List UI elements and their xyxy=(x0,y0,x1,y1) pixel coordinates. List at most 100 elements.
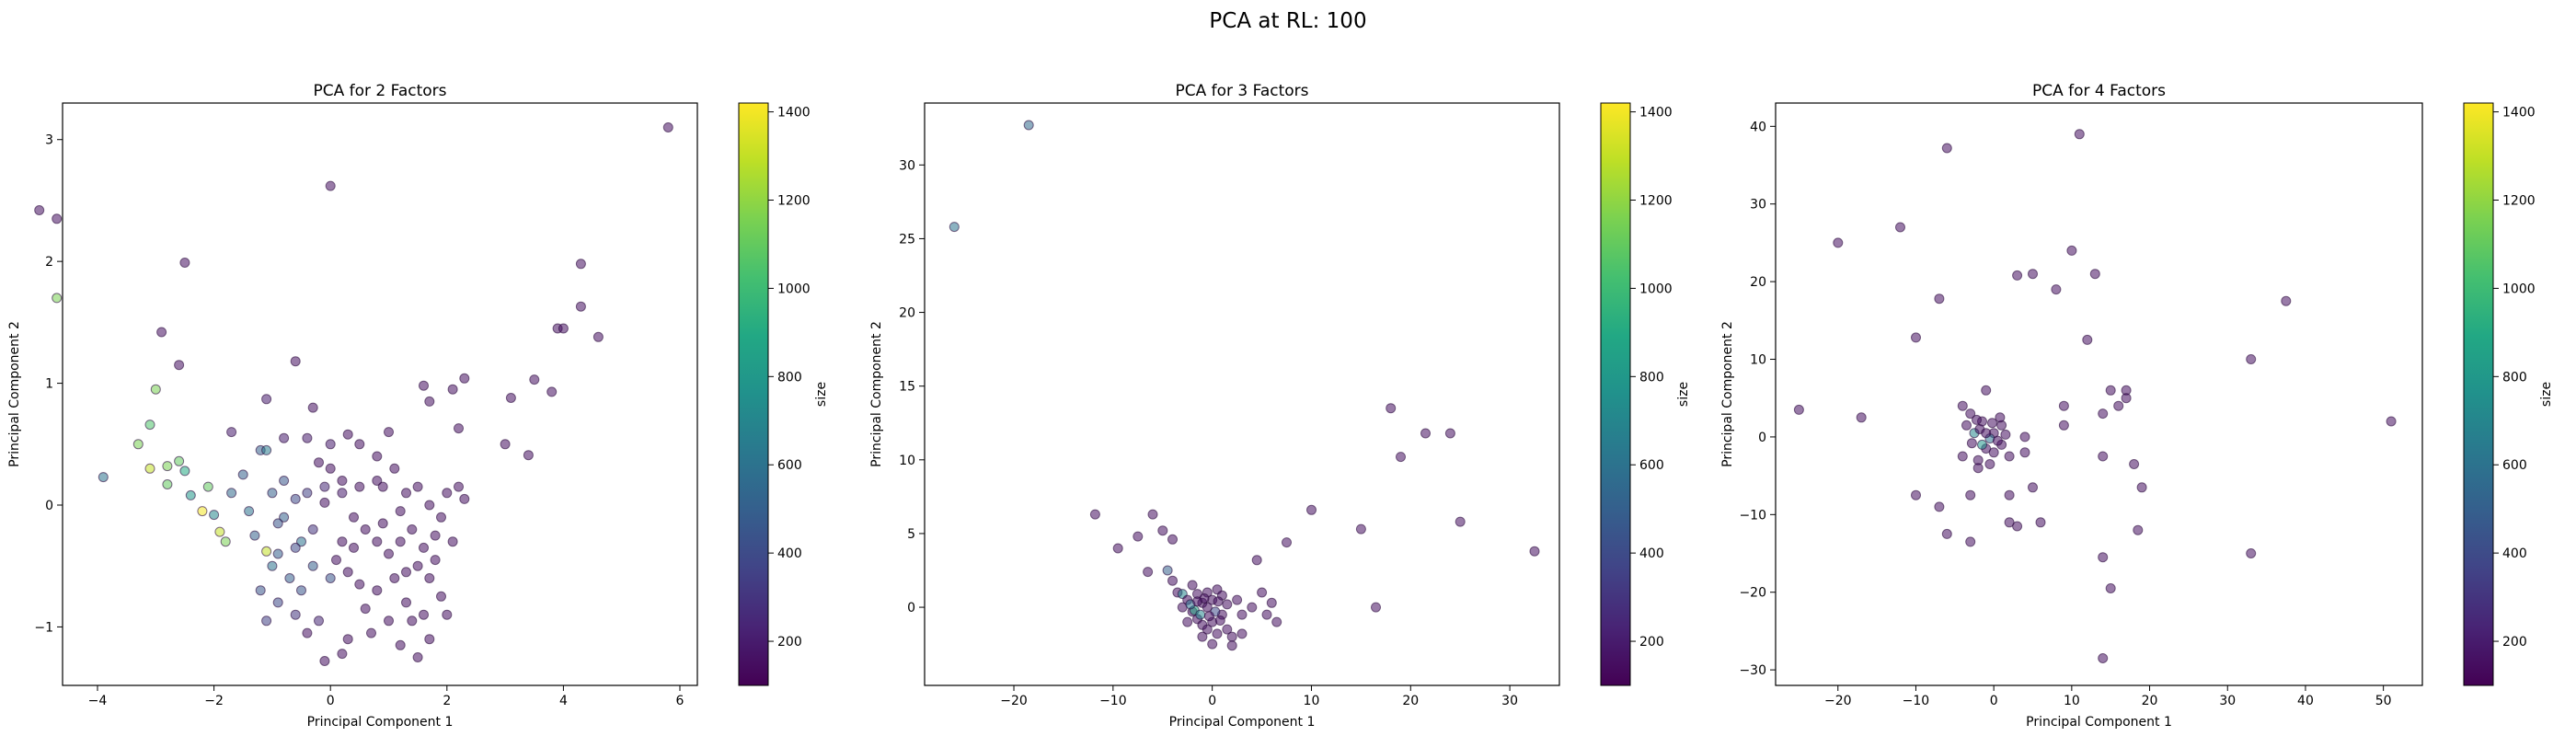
data-point xyxy=(2246,354,2257,364)
chart-title: PCA for 3 Factors xyxy=(1175,82,1308,100)
data-point xyxy=(407,524,418,535)
data-point xyxy=(319,656,330,666)
data-point xyxy=(150,384,161,395)
data-point xyxy=(1895,222,1905,233)
data-point xyxy=(447,384,458,395)
y-tick-label: 1 xyxy=(45,377,53,392)
colorbar-label: size xyxy=(1676,382,1691,407)
data-point xyxy=(1202,624,1213,635)
colorbar-tick-label: 800 xyxy=(2502,370,2527,385)
data-point xyxy=(2098,653,2109,663)
data-point xyxy=(384,427,394,438)
x-tick-label: 10 xyxy=(2064,694,2080,708)
data-point xyxy=(2082,334,2093,345)
data-point xyxy=(1965,408,1976,420)
data-point xyxy=(401,488,411,499)
data-point xyxy=(377,481,388,492)
data-point xyxy=(2121,393,2132,404)
figure-title: PCA at RL: 100 xyxy=(1209,9,1367,33)
data-point xyxy=(220,536,231,547)
data-point xyxy=(500,439,511,450)
y-tick-label: 0 xyxy=(1758,431,1766,445)
x-tick-label: −20 xyxy=(1000,694,1028,708)
y-tick-label: 40 xyxy=(1750,120,1766,134)
data-point xyxy=(454,481,464,492)
y-tick-label: −10 xyxy=(1739,508,1766,523)
colorbar: 200 400 600 800 1000 1200 1400 size xyxy=(1600,102,1691,686)
data-point xyxy=(1222,599,1233,610)
data-point xyxy=(1226,640,1237,651)
data-point xyxy=(226,427,237,438)
x-tick-label: 20 xyxy=(1402,694,1419,708)
chart-title: PCA for 2 Factors xyxy=(313,82,446,100)
y-tick-label: 2 xyxy=(45,255,53,270)
data-point xyxy=(1396,452,1406,463)
data-point xyxy=(360,524,371,535)
y-tick-label: 10 xyxy=(1750,353,1766,368)
data-point xyxy=(1934,293,1945,305)
data-point xyxy=(372,536,383,547)
data-point xyxy=(1941,143,1952,154)
data-point xyxy=(1203,611,1214,622)
data-point xyxy=(384,615,394,627)
data-point xyxy=(505,393,516,403)
x-tick-label: 30 xyxy=(1501,694,1518,708)
chart-panel-2: PCA for 3 Factors −20 −10 0 10 20 30 0 5 10 15 20 25… xyxy=(869,82,1691,730)
data-point xyxy=(342,429,353,440)
data-point xyxy=(1167,575,1178,586)
data-point xyxy=(290,609,301,620)
data-point xyxy=(1247,602,1258,613)
data-point xyxy=(2386,416,2397,427)
data-point xyxy=(156,327,167,338)
scatter-points xyxy=(34,122,673,666)
data-point xyxy=(1529,546,1540,557)
x-tick-label: 0 xyxy=(1990,694,1998,708)
colorbar-tick-label: 200 xyxy=(2502,635,2527,650)
data-point xyxy=(319,497,330,508)
data-point xyxy=(1236,609,1248,620)
data-point xyxy=(279,476,290,486)
data-point xyxy=(1112,543,1123,554)
data-point xyxy=(1455,516,1466,527)
data-point xyxy=(372,476,383,486)
colorbar-tick-label: 1000 xyxy=(2502,282,2536,296)
data-point xyxy=(1089,509,1100,520)
data-point xyxy=(1306,504,1317,515)
plot-frame xyxy=(924,102,1560,686)
data-point xyxy=(1222,624,1233,635)
colorbar-tick-label: 1400 xyxy=(777,106,811,121)
data-point xyxy=(2019,431,2030,443)
data-point xyxy=(354,439,365,450)
data-point xyxy=(662,122,673,132)
data-point xyxy=(2098,408,2109,420)
data-point xyxy=(214,526,225,537)
data-point xyxy=(249,530,260,541)
chart-panel-1: PCA for 2 Factors −4 −2 0 2 4 6 −1 0 1 2 3 Principal… xyxy=(7,82,829,730)
data-point xyxy=(1147,509,1158,520)
data-point xyxy=(546,386,558,397)
data-point xyxy=(144,420,155,431)
data-point xyxy=(354,579,365,590)
data-point xyxy=(1988,447,1999,458)
data-point xyxy=(2000,429,2011,440)
data-point xyxy=(325,180,336,191)
colorbar-label: size xyxy=(2539,382,2554,407)
data-point xyxy=(389,573,400,583)
data-point xyxy=(949,222,960,233)
data-point xyxy=(372,451,383,462)
plot-frame xyxy=(1775,102,2423,686)
data-point xyxy=(261,444,272,455)
data-point xyxy=(2098,552,2109,563)
data-point xyxy=(302,627,313,638)
data-point xyxy=(366,627,376,638)
data-point xyxy=(302,432,313,443)
data-point xyxy=(261,394,272,405)
data-point xyxy=(1965,536,1976,547)
y-tick-label: 0 xyxy=(45,499,53,513)
data-point xyxy=(272,597,283,608)
data-point xyxy=(1214,615,1225,626)
colorbar-tick-label: 1200 xyxy=(777,194,811,209)
colorbar-tick-label: 400 xyxy=(777,546,802,561)
x-tick-label: −4 xyxy=(88,694,108,708)
